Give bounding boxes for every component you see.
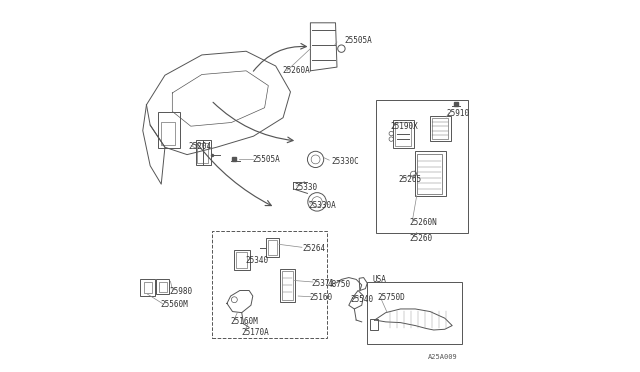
Bar	[197, 143, 209, 163]
Bar	[417, 154, 442, 194]
Bar	[280, 269, 295, 302]
Text: 25330: 25330	[295, 183, 318, 192]
Text: A25A009: A25A009	[428, 353, 458, 359]
Text: USA: USA	[372, 275, 387, 283]
Text: 25265: 25265	[398, 175, 421, 184]
Bar	[367, 282, 462, 344]
Text: 25260N: 25260N	[410, 218, 437, 227]
Text: 25560M: 25560M	[161, 300, 188, 310]
Bar	[282, 271, 292, 300]
Bar	[266, 238, 279, 257]
Bar	[161, 122, 175, 145]
Text: 25190X: 25190X	[391, 122, 419, 131]
Bar	[234, 250, 250, 270]
Text: 25204: 25204	[188, 142, 211, 151]
Bar	[156, 279, 170, 294]
Text: 25371: 25371	[312, 279, 335, 288]
Text: 25260A: 25260A	[282, 66, 310, 75]
Text: 25264: 25264	[303, 244, 326, 253]
Text: 25160M: 25160M	[230, 317, 259, 326]
Bar	[268, 240, 277, 256]
Text: 25750D: 25750D	[377, 294, 405, 302]
Text: 25540: 25540	[350, 295, 373, 304]
Bar	[415, 151, 445, 196]
Text: 25505A: 25505A	[253, 155, 280, 164]
Bar	[143, 282, 152, 293]
Bar	[236, 252, 247, 268]
Bar	[430, 116, 451, 141]
Bar	[432, 118, 448, 139]
Bar	[396, 122, 411, 146]
Text: 25505A: 25505A	[344, 36, 372, 45]
Bar	[212, 231, 328, 339]
Bar	[159, 282, 167, 292]
Bar	[196, 140, 211, 165]
Bar	[140, 279, 155, 296]
Bar	[376, 100, 468, 233]
Text: 25340: 25340	[245, 256, 269, 266]
Text: 25330C: 25330C	[331, 157, 359, 166]
Bar	[158, 112, 180, 148]
Bar	[393, 120, 414, 148]
Text: 25980: 25980	[170, 288, 193, 296]
Text: 25330A: 25330A	[308, 201, 336, 210]
Text: 25260: 25260	[410, 234, 433, 243]
Text: 25910: 25910	[446, 109, 469, 118]
Text: 48750: 48750	[328, 280, 351, 289]
Bar	[370, 319, 378, 330]
Text: 25160: 25160	[310, 294, 333, 302]
Text: 25170A: 25170A	[242, 328, 269, 337]
